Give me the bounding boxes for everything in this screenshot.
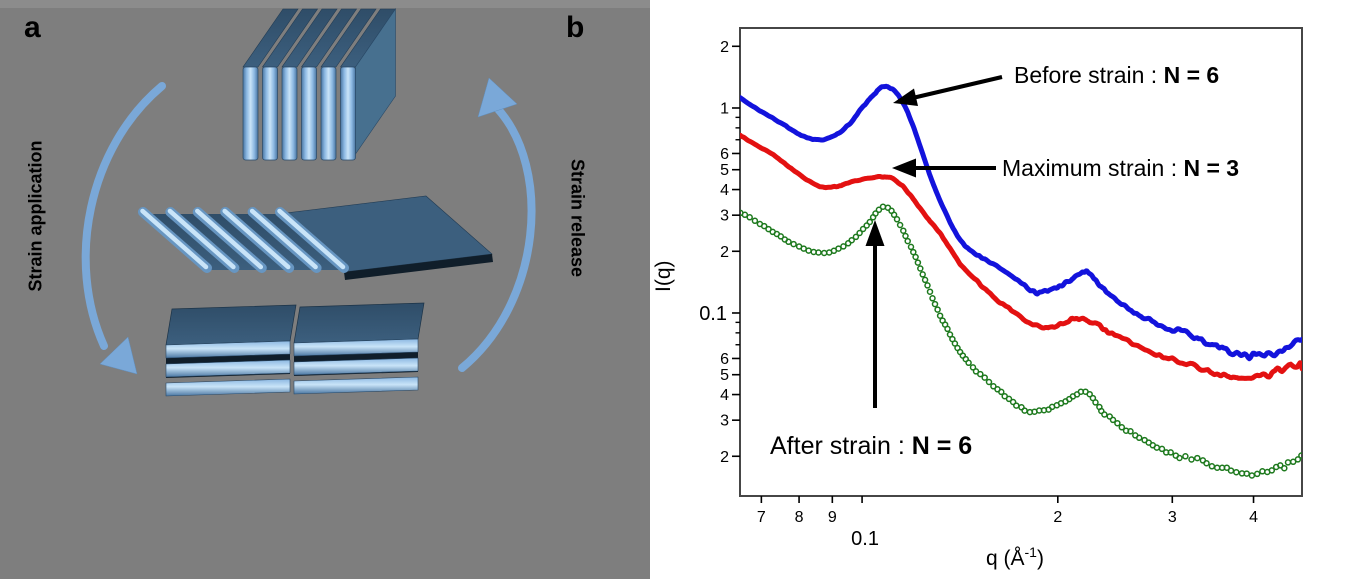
y-tick-label: 3 xyxy=(720,413,729,430)
series-2 xyxy=(740,132,1302,381)
annotation-after-strain-text: After strain : xyxy=(770,432,912,460)
y-tick-label: 6 xyxy=(720,146,729,163)
strain-release-arrow xyxy=(458,104,536,372)
y-axis-label: I(q) xyxy=(652,261,675,293)
stacked-plates-before-strain xyxy=(242,8,397,161)
x-tick-label: 3 xyxy=(1168,509,1177,526)
y-tick-label: 2 xyxy=(720,449,729,466)
series-3 xyxy=(740,203,1302,479)
y-tick-label: 6 xyxy=(720,351,729,368)
y-tick-label: 5 xyxy=(720,367,729,384)
annotation-before-strain-text: Before strain : xyxy=(1014,62,1164,88)
cycle-arrows xyxy=(81,77,536,375)
series-1 xyxy=(740,83,1302,362)
annotation-maximum-strain-text: Maximum strain : xyxy=(1002,155,1184,181)
x-tick-label: 8 xyxy=(795,509,804,526)
y-tick-label: 1 xyxy=(720,100,729,117)
annotation-before-strain: Before strain : N = 6 xyxy=(1014,62,1219,88)
panel-a-top-strip xyxy=(0,0,650,8)
strain-application-arrowhead xyxy=(99,336,138,375)
x-tick-label: 0.1 xyxy=(851,528,879,550)
sheared-plates-maximum-strain xyxy=(138,195,493,280)
strain-release-label: Strain release xyxy=(567,158,588,278)
y-tick-label: 2 xyxy=(720,244,729,261)
y-tick-label: 4 xyxy=(720,182,729,199)
plot-frame xyxy=(739,27,1303,497)
panel-a-label: a xyxy=(24,11,41,44)
annotation-maximum-strain: Maximum strain : N = 3 xyxy=(1002,155,1239,181)
strain-cycle-diagram xyxy=(81,8,536,397)
y-tick-label: 4 xyxy=(720,387,729,404)
x-tick-label: 2 xyxy=(1053,509,1062,526)
annotation-after-strain: After strain : N = 6 xyxy=(770,432,972,461)
strain-application-arrow xyxy=(81,82,166,350)
x-axis-label: q (Å-1) xyxy=(986,544,1044,570)
y-tick-label: 5 xyxy=(720,162,729,179)
annotation-before-strain-n: N = 6 xyxy=(1163,62,1220,88)
restacked-plates-after-strain xyxy=(165,302,425,397)
annotation-after-strain-n: N = 6 xyxy=(911,432,973,460)
y-tick-label: 0.1 xyxy=(699,303,727,325)
strain-application-label: Strain application xyxy=(25,140,46,292)
panel-b-label: b xyxy=(566,11,585,44)
y-tick-label: 3 xyxy=(720,208,729,225)
x-tick-label: 7 xyxy=(757,509,766,526)
y-tick-label: 2 xyxy=(720,39,729,56)
strain-release-arrowhead xyxy=(477,77,518,118)
x-tick-label: 9 xyxy=(828,509,837,526)
x-tick-label: 4 xyxy=(1249,509,1258,526)
annotation-maximum-strain-n: N = 3 xyxy=(1183,155,1240,181)
